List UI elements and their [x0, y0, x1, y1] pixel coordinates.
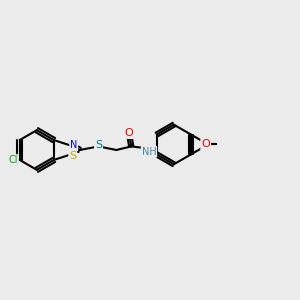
Text: S: S: [69, 151, 76, 161]
Text: NH: NH: [142, 147, 156, 157]
Text: S: S: [95, 140, 102, 151]
Text: O: O: [125, 128, 134, 138]
Text: Cl: Cl: [8, 155, 18, 165]
Text: O: O: [201, 140, 210, 149]
Text: N: N: [70, 140, 77, 150]
Text: O: O: [201, 140, 210, 149]
